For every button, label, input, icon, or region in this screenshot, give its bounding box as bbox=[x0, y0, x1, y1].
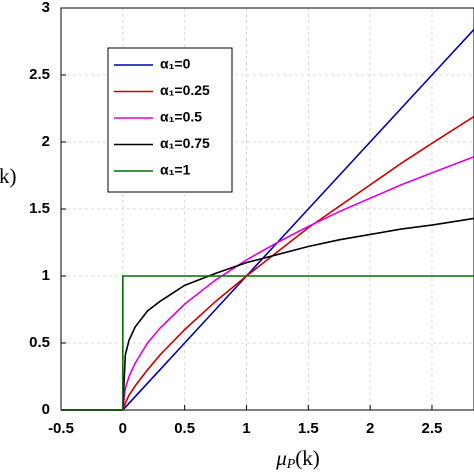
line bbox=[61, 275, 474, 411]
x-tick-label: 2.5 bbox=[422, 420, 443, 437]
y-tick-label: 2.5 bbox=[29, 66, 50, 83]
x-tick-label: 1 bbox=[242, 420, 250, 437]
x-tick-label: 2 bbox=[366, 420, 374, 437]
legend-box bbox=[107, 47, 233, 193]
y-tick-label: 1.5 bbox=[29, 200, 50, 217]
legend-label: α₁=0.25 bbox=[160, 82, 210, 98]
x-label-tail: (k) bbox=[295, 446, 320, 470]
line bbox=[61, 217, 474, 411]
legend-label: α₁=0.5 bbox=[160, 109, 202, 125]
x-tick-label: -0.5 bbox=[48, 420, 74, 437]
line bbox=[61, 28, 474, 411]
y-tick-label: 0 bbox=[42, 401, 50, 418]
y-tick-label: 1 bbox=[42, 267, 50, 284]
x-label-base: μ bbox=[275, 446, 287, 470]
legend-label: α₁=0 bbox=[160, 56, 191, 72]
line bbox=[61, 155, 474, 411]
x-tick-label: 0 bbox=[119, 420, 127, 437]
y-tick-label: 0.5 bbox=[29, 334, 50, 351]
y-tick-label: 2 bbox=[42, 133, 50, 150]
x-tick-label: 0.5 bbox=[174, 420, 195, 437]
legend-label: α₁=1 bbox=[160, 162, 191, 178]
legend-label: α₁=0.75 bbox=[160, 135, 210, 151]
x-tick-label: 1.5 bbox=[298, 420, 319, 437]
x-axis-label: μP(k) bbox=[275, 446, 320, 472]
legend: α₁=0 α₁=0.25 α₁=0.5 α₁=0.75 α₁=1 bbox=[107, 47, 233, 193]
plot-frame bbox=[60, 7, 474, 411]
y-axis-label: (k) bbox=[0, 164, 17, 188]
y-tick-label: 3 bbox=[42, 0, 50, 16]
x-label-sub: P bbox=[286, 457, 296, 472]
line bbox=[61, 115, 474, 411]
